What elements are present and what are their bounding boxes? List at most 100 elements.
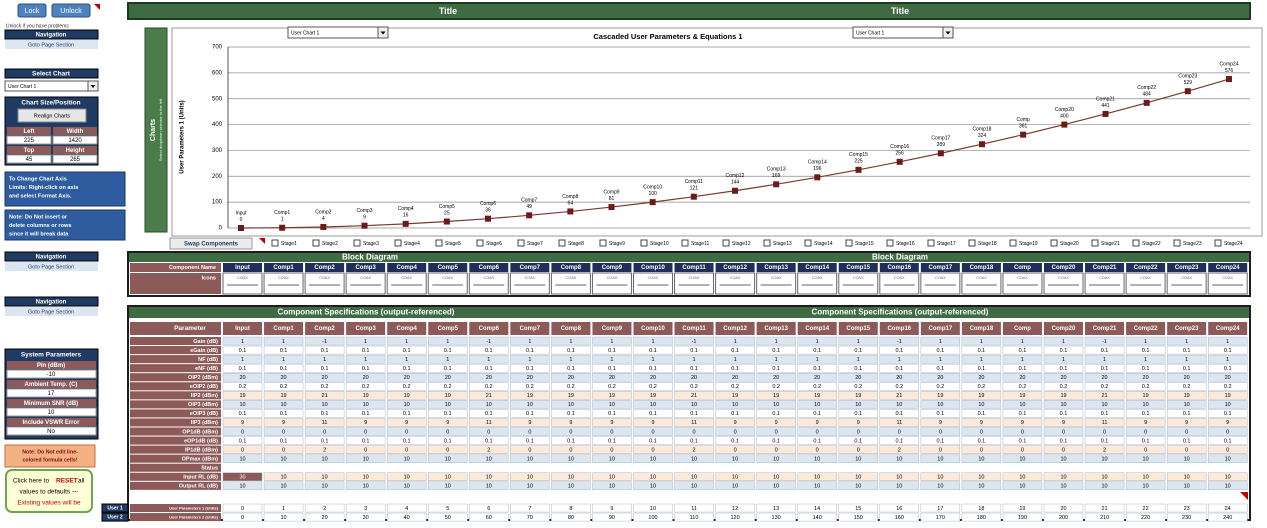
value-cell: [387, 472, 427, 482]
value-text: 20: [1101, 375, 1107, 381]
data-label-value: 4: [322, 216, 325, 222]
value-text: 220: [1141, 515, 1150, 521]
value-cell: [961, 436, 1002, 445]
component-name-cell: [551, 263, 591, 272]
field-label: Top: [24, 148, 35, 154]
lock-button[interactable]: [17, 3, 47, 18]
stage-checkbox[interactable]: [968, 239, 976, 247]
charts-tab-title: Charts: [150, 119, 157, 141]
value-text: 10: [1225, 484, 1231, 490]
value-cell: [797, 363, 837, 373]
value-text: 1: [446, 339, 449, 345]
nav-link[interactable]: [5, 40, 98, 49]
data-label-value: 225: [854, 159, 863, 165]
value-text: 24: [1225, 506, 1231, 512]
value-text: 20: [937, 375, 943, 381]
value-cell: [1166, 400, 1207, 409]
value-cell: [222, 336, 263, 346]
stage-checkbox[interactable]: [312, 239, 320, 247]
stage-checkbox[interactable]: [353, 239, 361, 247]
value-cell: [838, 336, 878, 346]
value-text: 20: [363, 375, 369, 381]
data-label-name: Comp8: [562, 194, 578, 200]
stage-checkbox[interactable]: [845, 239, 853, 247]
data-label-name: Comp5: [439, 204, 455, 210]
stage-checkbox[interactable]: [558, 239, 566, 247]
stage-checkbox[interactable]: [435, 239, 443, 247]
value-text: 0.1: [731, 411, 739, 417]
value-text: 180: [977, 515, 986, 521]
value-text: 9: [775, 420, 778, 426]
stage-checkbox[interactable]: [927, 239, 935, 247]
value-cell: [592, 454, 632, 463]
swap-tab[interactable]: [169, 237, 253, 250]
value-text: 1: [693, 357, 696, 363]
value-cell: [510, 409, 550, 418]
header-label: Parameter: [174, 325, 206, 332]
value-text: 1: [1185, 339, 1188, 345]
value-text: 10: [814, 456, 820, 462]
value-text: 10: [445, 402, 451, 408]
value-text: 10: [1225, 456, 1231, 462]
value-cell: [674, 418, 714, 427]
stage-checkbox[interactable]: [476, 239, 484, 247]
realign-button[interactable]: [17, 108, 87, 123]
value-text: 130: [772, 515, 781, 521]
value-text: 1: [816, 339, 819, 345]
value-text: 1: [569, 339, 572, 345]
stage-checkbox[interactable]: [271, 239, 279, 247]
stage-checkbox[interactable]: [1173, 239, 1181, 247]
reset-button[interactable]: [5, 469, 93, 513]
value-cell: [428, 409, 468, 418]
stage-checkbox[interactable]: [599, 239, 607, 247]
nav-link[interactable]: [5, 262, 98, 271]
stage-checkbox[interactable]: [517, 239, 525, 247]
value-text: 10: [691, 475, 697, 481]
value-cell: [428, 445, 468, 454]
value-cell: [797, 481, 837, 491]
stage-checkbox[interactable]: [640, 239, 648, 247]
stage-checkbox[interactable]: [1214, 239, 1222, 247]
value-text: 10: [896, 456, 902, 462]
data-label-value: 36: [485, 208, 491, 214]
value-cell: [1207, 436, 1248, 445]
stage-checkbox[interactable]: [394, 239, 402, 247]
value-cell: [838, 436, 878, 445]
value-text: 0.2: [239, 384, 247, 390]
value-text: 22: [1143, 506, 1149, 512]
stage-checkbox[interactable]: [1132, 239, 1140, 247]
value-text: 0.1: [1019, 438, 1027, 444]
stage-checkbox[interactable]: [681, 239, 689, 247]
column-header: Comp13: [764, 326, 788, 332]
value-text: 9: [734, 420, 737, 426]
stage-checkbox[interactable]: [886, 239, 894, 247]
value-text: 10: [814, 402, 820, 408]
chart-area: [171, 27, 1263, 237]
stage-checkbox[interactable]: [722, 239, 730, 247]
value-cell: [428, 454, 468, 463]
value-cell: [797, 354, 837, 364]
value-cell: [1084, 481, 1125, 491]
value-text: 3: [364, 506, 367, 512]
stage-checkbox[interactable]: [1091, 239, 1099, 247]
value-text: 1: [1062, 357, 1065, 363]
value-cell: [1084, 373, 1125, 382]
unlock-button[interactable]: [51, 3, 91, 18]
value-text: 1: [1226, 357, 1229, 363]
value-text: 0.1: [1224, 348, 1232, 354]
value-text: 0.2: [731, 384, 739, 390]
stage-checkbox[interactable]: [763, 239, 771, 247]
value-cell: [304, 354, 345, 364]
value-text: 0: [241, 429, 244, 435]
value-cell: [1084, 503, 1125, 513]
stage-checkbox[interactable]: [1009, 239, 1017, 247]
stage-checkbox[interactable]: [1050, 239, 1058, 247]
stage-checkbox[interactable]: [804, 239, 812, 247]
value-text: 9: [1185, 420, 1188, 426]
nav-link[interactable]: [5, 307, 98, 316]
value-text: 2: [693, 447, 696, 453]
value-text: 10: [527, 456, 533, 462]
value-cell: [797, 345, 837, 355]
value-text: 19: [280, 393, 286, 399]
value-text: 19: [1225, 393, 1231, 399]
